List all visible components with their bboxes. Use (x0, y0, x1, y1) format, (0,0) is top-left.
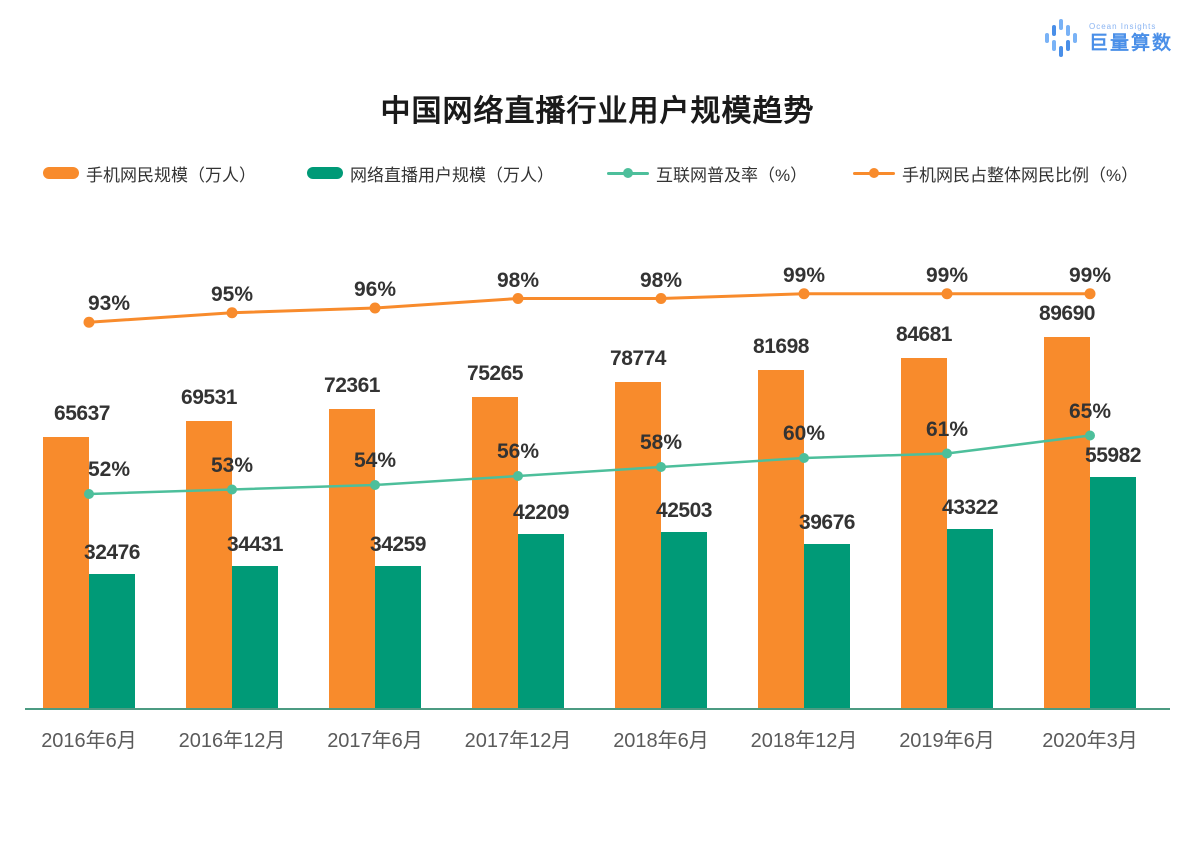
chart-title: 中国网络直播行业用户规模趋势 (380, 95, 815, 128)
internet-penetration-percent-label: 56% (496, 440, 540, 463)
mobile-netizen-value-label: 75265 (467, 361, 523, 385)
live-stream-user-bar (1090, 476, 1136, 708)
mobile-ratio-line-dot (1084, 288, 1096, 300)
live-stream-user-value-label: 34431 (227, 532, 283, 556)
internet-penetration-percent-label: 61% (925, 417, 969, 441)
live-stream-user-bar (375, 566, 421, 708)
mobile-netizen-value-label: 78774 (610, 347, 666, 371)
internet-penetration-percent-label: 65% (1068, 399, 1112, 423)
live-stream-user-bar (518, 533, 564, 708)
legend-label: 网络直播用户规模（万人） (350, 165, 554, 185)
mobile-ratio-line-dot (369, 302, 381, 314)
legend-label: 手机网民占整体网民比例（%） (902, 165, 1139, 185)
mobile-netizen-bar (1044, 337, 1090, 708)
mobile-ratio-line-dot (655, 293, 667, 304)
internet-penetration-percent-label: 53% (210, 453, 254, 477)
mobile-ratio-percent-label: 96% (353, 278, 397, 301)
live-stream-user-value-label: 42209 (513, 500, 569, 524)
x-axis-label: 2016年12月 (178, 730, 286, 752)
live-stream-user-bar (804, 544, 850, 708)
legend-line-swatch-icon (607, 168, 649, 178)
x-axis-label: 2018年6月 (613, 730, 709, 752)
x-axis-label: 2020年3月 (1042, 730, 1138, 752)
x-axis-label: 2017年6月 (327, 730, 423, 752)
mobile-ratio-line-dot (941, 288, 953, 300)
brand-name: Ocean Insights 巨量算数 (1088, 22, 1173, 54)
live-stream-user-value-label: 32476 (84, 540, 140, 564)
x-axis-label: 2019年6月 (899, 730, 995, 752)
equalizer-bars-icon (1044, 19, 1077, 57)
mobile-ratio-percent-label: 93% (87, 292, 131, 316)
legend-bar-swatch-icon (43, 167, 79, 179)
mobile-ratio-percent-label: 99% (925, 263, 969, 287)
legend-line-dot-icon (869, 168, 879, 178)
mobile-ratio-line-dot (226, 307, 238, 319)
live-stream-user-bar (89, 573, 135, 708)
internet-penetration-percent-label: 54% (353, 449, 397, 472)
legend-item-1[interactable]: 手机网民规模（万人） (43, 160, 256, 186)
live-stream-user-value-label: 42503 (656, 499, 712, 523)
mobile-ratio-line-dot (83, 316, 95, 328)
mobile-netizen-value-label: 72361 (324, 373, 380, 397)
mobile-netizen-bar (901, 358, 947, 708)
mobile-ratio-percent-label: 98% (639, 268, 683, 292)
legend-item-2[interactable]: 网络直播用户规模（万人） (307, 160, 554, 186)
legend-line-swatch-icon (853, 168, 895, 178)
live-stream-user-value-label: 43322 (942, 495, 998, 519)
brand-name-en: Ocean Insights (1088, 22, 1157, 31)
legend-line-dot-icon (623, 168, 633, 178)
mobile-ratio-line-dot (512, 293, 524, 304)
brand-logo: Ocean Insights 巨量算数 (1044, 18, 1173, 58)
live-stream-user-value-label: 34259 (370, 533, 426, 557)
legend-label: 互联网普及率（%） (656, 165, 808, 185)
live-stream-user-value-label: 55982 (1085, 443, 1141, 467)
internet-penetration-percent-label: 52% (87, 458, 131, 481)
internet-penetration-percent-label: 58% (639, 431, 683, 454)
mobile-ratio-percent-label: 99% (1068, 263, 1112, 287)
x-axis-label: 2016年6月 (41, 730, 137, 752)
live-stream-user-bar (947, 528, 993, 708)
mobile-netizen-value-label: 69531 (181, 385, 237, 409)
mobile-ratio-percent-label: 99% (782, 263, 826, 287)
x-axis-line (25, 708, 1170, 710)
brand-name-cn: 巨量算数 (1088, 33, 1173, 54)
mobile-ratio-line-dot (798, 288, 810, 300)
mobile-ratio-percent-label: 98% (496, 268, 540, 292)
internet-penetration-percent-label: 60% (782, 422, 826, 445)
mobile-netizen-value-label: 84681 (896, 323, 952, 347)
legend-bar-swatch-icon (307, 167, 343, 179)
legend-item-3[interactable]: 互联网普及率（%） (607, 160, 807, 186)
x-axis-label: 2018年12月 (750, 730, 858, 752)
mobile-netizen-value-label: 65637 (54, 401, 110, 425)
legend-item-4[interactable]: 手机网民占整体网民比例（%） (853, 160, 1138, 186)
legend-label: 手机网民规模（万人） (86, 165, 256, 185)
mobile-netizen-bar (758, 370, 804, 708)
mobile-netizen-bar (43, 436, 89, 708)
mobile-ratio-percent-label: 95% (210, 282, 254, 306)
live-stream-user-bar (661, 532, 707, 708)
live-stream-user-value-label: 39676 (799, 511, 855, 535)
mobile-netizen-value-label: 81698 (753, 335, 809, 359)
live-stream-user-bar (232, 565, 278, 708)
x-axis-label: 2017年12月 (464, 730, 572, 752)
chart-legend: 手机网民规模（万人） 网络直播用户规模（万人） 互联网普及率（%） 手机网民占整体网民… (0, 160, 1195, 186)
mobile-netizen-value-label: 89690 (1039, 302, 1095, 326)
